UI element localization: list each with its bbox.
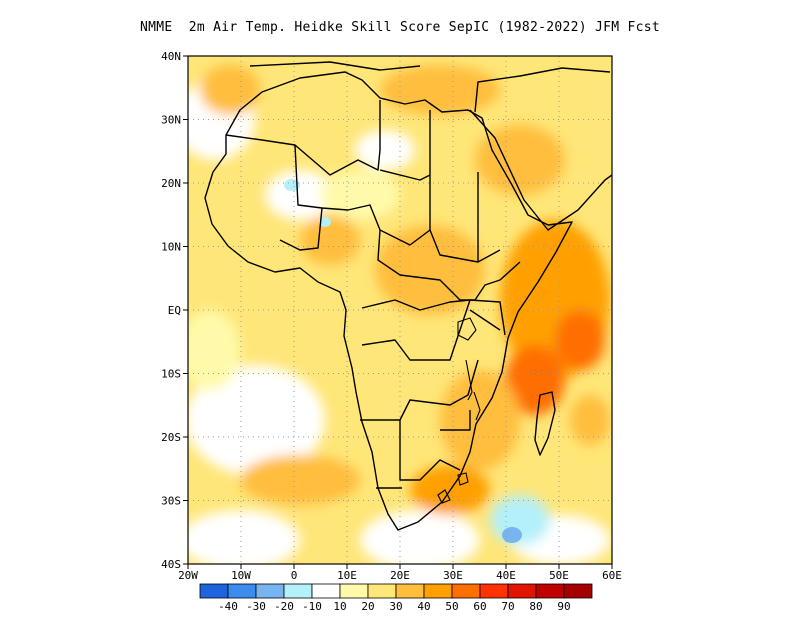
colorbar-swatch	[367, 583, 397, 599]
lon-label: 10W	[231, 569, 251, 582]
lon-label: 40E	[496, 569, 516, 582]
colorbar-label: 90	[557, 600, 570, 613]
colorbar-swatch	[451, 583, 481, 599]
coastlines-borders	[204, 61, 612, 531]
lon-label: 10E	[337, 569, 357, 582]
colorbar-label: -20	[274, 600, 294, 613]
colorbar-swatch	[255, 583, 285, 599]
lat-label: 40N	[161, 50, 181, 63]
lon-label: 50E	[549, 569, 569, 582]
colorbar-swatch	[283, 583, 313, 599]
colorbar	[199, 583, 593, 599]
lon-label: 60E	[602, 569, 622, 582]
skill-field	[188, 56, 612, 564]
colorbar-labels: -40 -30 -20 -10 10 20 30 40 50 60 70 80 …	[218, 600, 571, 613]
lat-lon-grid	[188, 56, 612, 564]
colorbar-label: 20	[361, 600, 374, 613]
colorbar-label: -40	[218, 600, 238, 613]
colorbar-label: 10	[333, 600, 346, 613]
colorbar-swatch	[479, 583, 509, 599]
lat-label: 30S	[161, 495, 181, 508]
lat-label: 30N	[161, 114, 181, 127]
colorbar-label: 40	[417, 600, 430, 613]
axis-ticks	[183, 55, 613, 569]
colorbar-swatch	[395, 583, 425, 599]
lat-label: 10N	[161, 241, 181, 254]
colorbar-label: -30	[246, 600, 266, 613]
lat-labels: 40N 30N 20N 10N EQ 10S 20S 30S 40S	[161, 50, 181, 571]
lat-label: EQ	[168, 304, 181, 317]
colorbar-swatch	[199, 583, 229, 599]
colorbar-swatch	[339, 583, 369, 599]
lon-labels: 20W 10W 0 10E 20E 30E 40E 50E 60E	[178, 569, 622, 582]
colorbar-swatch	[535, 583, 565, 599]
lat-label: 20N	[161, 177, 181, 190]
colorbar-label: -10	[302, 600, 322, 613]
colorbar-swatch	[563, 583, 593, 599]
colorbar-swatch	[423, 583, 453, 599]
lon-label: 20W	[178, 569, 198, 582]
lon-label: 20E	[390, 569, 410, 582]
colorbar-label: 60	[473, 600, 486, 613]
colorbar-label: 80	[529, 600, 542, 613]
colorbar-swatch	[507, 583, 537, 599]
map-title: NMME 2m Air Temp. Heidke Skill Score Sep…	[139, 20, 661, 35]
inland-lakes	[437, 317, 481, 504]
colorbar-label: 70	[501, 600, 514, 613]
lon-label: 30E	[443, 569, 463, 582]
colorbar-swatch	[227, 583, 257, 599]
colorbar-label: 50	[445, 600, 458, 613]
lat-label: 10S	[161, 368, 181, 381]
lat-label: 20S	[161, 431, 181, 444]
lon-label: 0	[291, 569, 298, 582]
lat-label: 40S	[161, 558, 181, 571]
colorbar-swatch	[311, 583, 341, 599]
colorbar-label: 30	[389, 600, 402, 613]
